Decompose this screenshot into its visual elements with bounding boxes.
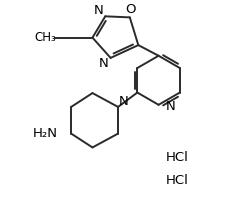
Text: N: N (94, 5, 104, 17)
Text: H₂N: H₂N (33, 127, 58, 140)
Text: N: N (98, 57, 108, 70)
Text: HCl: HCl (165, 174, 188, 187)
Text: HCl: HCl (165, 151, 188, 164)
Text: CH₃: CH₃ (35, 31, 56, 44)
Text: O: O (126, 3, 136, 16)
Text: N: N (119, 95, 128, 108)
Text: N: N (165, 100, 175, 113)
